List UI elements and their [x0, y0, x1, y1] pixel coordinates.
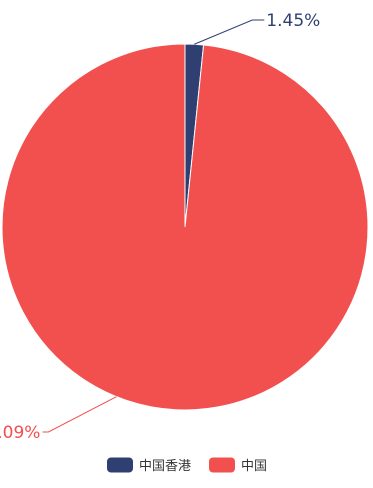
pie-labels: 1.45% 88.09%	[0, 11, 320, 443]
data-label-0: 1.45%	[266, 11, 320, 31]
pie-slices	[1, 43, 369, 411]
leader-line-1	[42, 396, 117, 433]
legend-item-0[interactable]: 中国香港	[107, 457, 191, 475]
legend-swatch-1	[209, 457, 235, 473]
legend: 中国香港 中国	[107, 457, 267, 475]
leader-line-0	[194, 19, 265, 45]
data-label-1: 88.09%	[0, 423, 40, 443]
legend-swatch-0	[107, 457, 133, 473]
legend-item-1[interactable]: 中国	[209, 457, 267, 475]
legend-label-0: 中国香港	[139, 459, 191, 474]
legend-label-1: 中国	[241, 459, 267, 474]
pie-slice-1[interactable]	[1, 43, 369, 411]
